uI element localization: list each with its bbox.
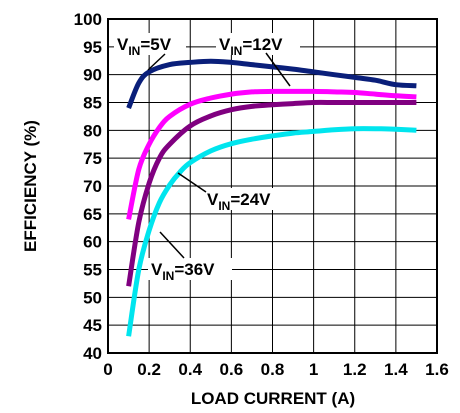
y-tick-label: 100	[74, 10, 102, 29]
series-layer	[126, 58, 417, 337]
series-line-0	[126, 58, 417, 110]
y-tick-label: 95	[83, 38, 102, 57]
annotation-bg	[148, 258, 232, 280]
series-line-3	[126, 126, 417, 337]
annotation-bg	[114, 33, 186, 55]
x-tick-label: 1.4	[384, 360, 408, 379]
tick-labels: 40 45 50 55 60 65 70 75 80 85 90 95 100 0 0.2 0.4 0.6 0.8…	[74, 10, 449, 379]
y-tick-label: 80	[83, 121, 102, 140]
x-tick-label: 1.6	[425, 360, 449, 379]
x-axis-title: LOAD CURRENT (A)	[191, 389, 355, 408]
annotation-leader	[265, 52, 291, 87]
plot-border	[107, 18, 438, 354]
annotation-bg	[204, 188, 288, 210]
series-line-1	[126, 88, 417, 220]
y-axis-title: EFFICIENCY (%)	[21, 120, 40, 252]
y-tick-label: 65	[83, 205, 102, 224]
y-tick-label: 70	[83, 177, 102, 196]
y-tick-label: 85	[83, 94, 102, 113]
annotation-bg	[216, 33, 300, 55]
y-tick-label: 45	[83, 316, 102, 335]
annotation-vin-24v: VIN=24V	[207, 190, 271, 213]
x-tick-label: 0.6	[220, 360, 244, 379]
x-tick-label: 0.4	[178, 360, 202, 379]
series-line-2	[126, 99, 417, 287]
annotation-leader	[159, 231, 185, 259]
y-tick-label: 50	[83, 288, 102, 307]
y-tick-label: 55	[83, 261, 102, 280]
annotation-leader	[147, 53, 166, 71]
y-tick-label: 40	[83, 344, 102, 363]
y-tick-label: 90	[83, 66, 102, 85]
y-tick-label: 75	[83, 149, 102, 168]
plot-frame	[107, 18, 438, 354]
annotation-vin-12v: VIN=12V	[219, 35, 283, 58]
x-tick-label: 1	[309, 360, 318, 379]
x-tick-label: 0	[103, 360, 112, 379]
annotation-leader	[177, 172, 207, 193]
x-tick-label: 0.8	[261, 360, 285, 379]
y-tick-label: 60	[83, 233, 102, 252]
x-tick-label: 0.2	[137, 360, 161, 379]
annotation-vin-36v: VIN=36V	[151, 260, 215, 283]
x-tick-label: 1.2	[343, 360, 367, 379]
annotation-vin-5v: VIN=5V	[117, 35, 172, 58]
curve-annotations: VIN=5V VIN=12V VIN=24V VIN=36V	[114, 33, 300, 283]
